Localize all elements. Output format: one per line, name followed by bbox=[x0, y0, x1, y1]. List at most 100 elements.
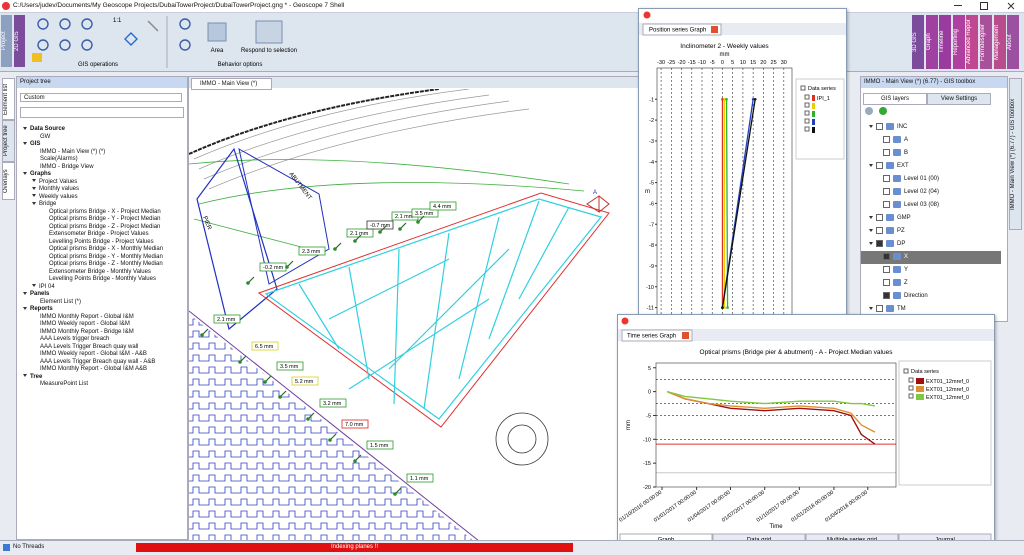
legend-checkbox[interactable] bbox=[805, 103, 809, 107]
tree-item[interactable]: Levelling Points Bridge - Project Values bbox=[17, 239, 187, 247]
tree-item[interactable]: IMMO Weekly report - Global I&M - A&B bbox=[17, 351, 187, 359]
tree-label[interactable]: Extensometer Bridge - Monthly Values bbox=[49, 269, 151, 275]
legend-checkbox[interactable] bbox=[909, 386, 913, 390]
expander[interactable] bbox=[869, 307, 873, 310]
tree-label[interactable]: Element List (*) bbox=[40, 299, 81, 305]
ribbon-tab[interactable]: Formdesigner bbox=[980, 15, 992, 69]
legend-checkbox[interactable] bbox=[904, 369, 908, 373]
measure-label[interactable]: 1.5 mm bbox=[370, 443, 389, 449]
layer-item[interactable]: B bbox=[861, 147, 1001, 160]
legend-checkbox[interactable] bbox=[805, 119, 809, 123]
layer-item[interactable]: Direction bbox=[861, 290, 1001, 303]
measure-label[interactable]: 4.4 mm bbox=[433, 204, 452, 210]
tree-label[interactable]: Panels bbox=[30, 291, 49, 297]
measure-label[interactable]: 3.5 mm bbox=[280, 364, 299, 370]
layer-label[interactable]: EXT bbox=[897, 163, 909, 169]
tree-item[interactable]: Scale(Alarms) bbox=[17, 156, 187, 164]
zoom-icon[interactable] bbox=[38, 40, 48, 50]
checkbox[interactable] bbox=[883, 292, 890, 299]
pan-icon[interactable] bbox=[125, 33, 137, 45]
tree-label[interactable]: Optical prisms Bridge - Z - Monthly Medi… bbox=[49, 261, 163, 267]
search-box[interactable] bbox=[20, 107, 184, 118]
expander[interactable] bbox=[32, 284, 36, 287]
zoom-out-icon[interactable] bbox=[60, 19, 70, 29]
tree-item[interactable]: Panels bbox=[17, 291, 187, 299]
legend-checkbox[interactable] bbox=[909, 378, 913, 382]
tree-item[interactable]: IMMO - Bridge View bbox=[17, 164, 187, 172]
checkbox[interactable] bbox=[876, 214, 883, 221]
tree-item[interactable]: Optical prisms Bridge - Z - Project Medi… bbox=[17, 224, 187, 232]
checkbox[interactable] bbox=[883, 266, 890, 273]
layer-item[interactable]: Level 02 (04) bbox=[861, 186, 1001, 199]
checkbox[interactable] bbox=[876, 123, 883, 130]
select-icon[interactable] bbox=[180, 19, 190, 29]
checkbox[interactable] bbox=[883, 253, 890, 260]
tree-label[interactable]: Optical prisms Bridge - Y - Project Medi… bbox=[49, 216, 161, 222]
expander[interactable] bbox=[32, 194, 36, 197]
expander[interactable] bbox=[23, 142, 27, 145]
tree-label[interactable]: IPI 04 bbox=[39, 284, 55, 290]
tree-item[interactable]: Optical prisms Bridge - X - Monthly Medi… bbox=[17, 246, 187, 254]
point-marker[interactable] bbox=[353, 459, 357, 463]
tree-label[interactable]: Reports bbox=[30, 306, 53, 312]
zoom-icon[interactable] bbox=[60, 40, 70, 50]
tree-label[interactable]: Monthly values bbox=[39, 186, 79, 192]
legend-checkbox[interactable] bbox=[805, 111, 809, 115]
toolbox-tab[interactable]: GIS layers bbox=[863, 93, 927, 105]
expander[interactable] bbox=[23, 307, 27, 310]
expander[interactable] bbox=[23, 127, 27, 130]
side-tab[interactable]: Element list bbox=[2, 78, 15, 120]
tree-label[interactable]: AAA Levels Trigger Breach quay wall - A&… bbox=[40, 359, 155, 365]
point-marker[interactable] bbox=[200, 333, 204, 337]
tree-item[interactable]: Extensometer Bridge - Project Values bbox=[17, 231, 187, 239]
checkbox[interactable] bbox=[883, 279, 890, 286]
side-tab[interactable]: Overlays bbox=[2, 162, 15, 200]
filter-combo[interactable]: Custom bbox=[20, 93, 182, 102]
close[interactable] bbox=[1006, 0, 1016, 14]
ribbon-tab[interactable]: Graph bbox=[926, 15, 938, 69]
select-icon[interactable] bbox=[180, 40, 190, 50]
tree-item[interactable]: Graphs bbox=[17, 171, 187, 179]
layer-label[interactable]: Level 03 (08) bbox=[904, 202, 939, 208]
refresh-button[interactable] bbox=[865, 107, 873, 115]
layer-label[interactable]: TM bbox=[897, 306, 906, 312]
tree-label[interactable]: AAA Levels trigger breach bbox=[40, 336, 109, 342]
point-marker[interactable] bbox=[353, 239, 357, 243]
ribbon-tab[interactable]: Timeline bbox=[939, 15, 951, 69]
tree-label[interactable]: Optical prisms Bridge - Y - Monthly Medi… bbox=[49, 254, 163, 260]
checkbox[interactable] bbox=[876, 240, 883, 247]
layer-item[interactable]: EXT bbox=[861, 160, 1001, 173]
measure-icon[interactable] bbox=[148, 21, 158, 31]
point-marker[interactable] bbox=[378, 230, 382, 234]
layer-item[interactable]: Y bbox=[861, 264, 1001, 277]
tree-label[interactable]: Graphs bbox=[30, 171, 51, 177]
button-label[interactable]: Area bbox=[211, 48, 224, 54]
layer-item[interactable]: A bbox=[861, 134, 1001, 147]
layer-label[interactable]: Direction bbox=[904, 293, 928, 299]
layer-item[interactable]: Level 01 (00) bbox=[861, 173, 1001, 186]
measure-label[interactable]: 5.2 mm bbox=[295, 379, 314, 385]
ribbon-tab[interactable]: 2D GIS bbox=[14, 15, 25, 67]
layer-item[interactable]: Z bbox=[861, 277, 1001, 290]
expander[interactable] bbox=[23, 292, 27, 295]
expander[interactable] bbox=[32, 187, 36, 190]
tree-label[interactable]: Weekly values bbox=[39, 194, 78, 200]
point-marker[interactable] bbox=[238, 360, 242, 364]
tree-item[interactable]: Optical prisms Bridge - Z - Monthly Medi… bbox=[17, 261, 187, 269]
toolbox-tab[interactable]: View Settings bbox=[927, 93, 991, 105]
tree-item[interactable]: Optical prisms Bridge - X - Project Medi… bbox=[17, 209, 187, 217]
tab-label[interactable]: Position series Graph bbox=[649, 28, 706, 34]
zoom-icon[interactable] bbox=[82, 19, 92, 29]
layer-label[interactable]: INC bbox=[897, 124, 907, 130]
tab-close[interactable] bbox=[682, 332, 689, 339]
measure-label[interactable]: 1.1 mm bbox=[410, 476, 429, 482]
tree-item[interactable]: IMMO - Main View (*) (*) bbox=[17, 149, 187, 157]
side-tab[interactable]: Project tree bbox=[2, 120, 15, 162]
zoom-icon[interactable] bbox=[82, 40, 92, 50]
tree-item[interactable]: AAA Levels Trigger Breach quay wall bbox=[17, 344, 187, 352]
legend-checkbox[interactable] bbox=[909, 394, 913, 398]
layer-label[interactable]: B bbox=[904, 150, 908, 156]
tree-item[interactable]: Monthly values bbox=[17, 186, 187, 194]
measure-label[interactable]: 6.5 mm bbox=[255, 344, 274, 350]
measure-label[interactable]: 2.3 mm bbox=[302, 249, 321, 255]
